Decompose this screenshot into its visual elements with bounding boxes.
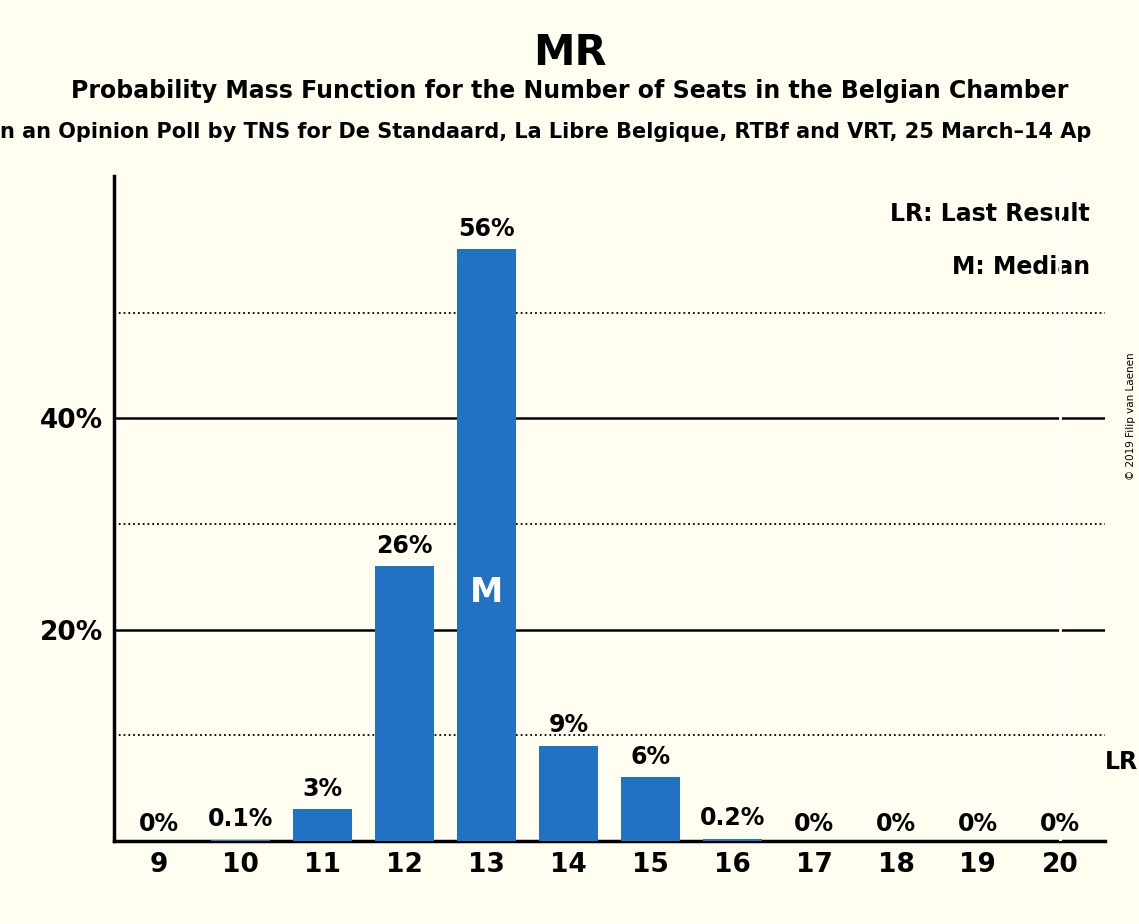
Text: LR: LR xyxy=(1105,750,1138,774)
Text: 9%: 9% xyxy=(548,713,589,737)
Text: 0%: 0% xyxy=(139,811,179,835)
Text: n an Opinion Poll by TNS for De Standaard, La Libre Belgique, RTBf and VRT, 25 M: n an Opinion Poll by TNS for De Standaar… xyxy=(0,122,1091,142)
Bar xyxy=(539,746,598,841)
Bar xyxy=(621,777,680,841)
Text: MR: MR xyxy=(533,32,606,74)
Text: LR: Last Result: LR: Last Result xyxy=(891,202,1090,226)
Text: 0.2%: 0.2% xyxy=(699,807,765,831)
Text: 26%: 26% xyxy=(376,534,433,558)
Text: 56%: 56% xyxy=(458,217,515,241)
Bar xyxy=(703,839,762,841)
Text: 0%: 0% xyxy=(876,811,916,835)
Text: M: M xyxy=(470,576,503,609)
Text: 0%: 0% xyxy=(958,811,998,835)
Text: 0.1%: 0.1% xyxy=(208,808,273,832)
Bar xyxy=(293,809,352,841)
Bar xyxy=(212,840,270,841)
Text: 0%: 0% xyxy=(794,811,834,835)
Text: 3%: 3% xyxy=(303,777,343,801)
Bar xyxy=(375,566,434,841)
Text: Probability Mass Function for the Number of Seats in the Belgian Chamber: Probability Mass Function for the Number… xyxy=(71,79,1068,103)
Text: 0%: 0% xyxy=(1040,811,1080,835)
Text: 6%: 6% xyxy=(630,745,671,769)
Text: © 2019 Filip van Laenen: © 2019 Filip van Laenen xyxy=(1126,352,1136,480)
Bar xyxy=(457,249,516,841)
Text: M: Median: M: Median xyxy=(952,255,1090,279)
